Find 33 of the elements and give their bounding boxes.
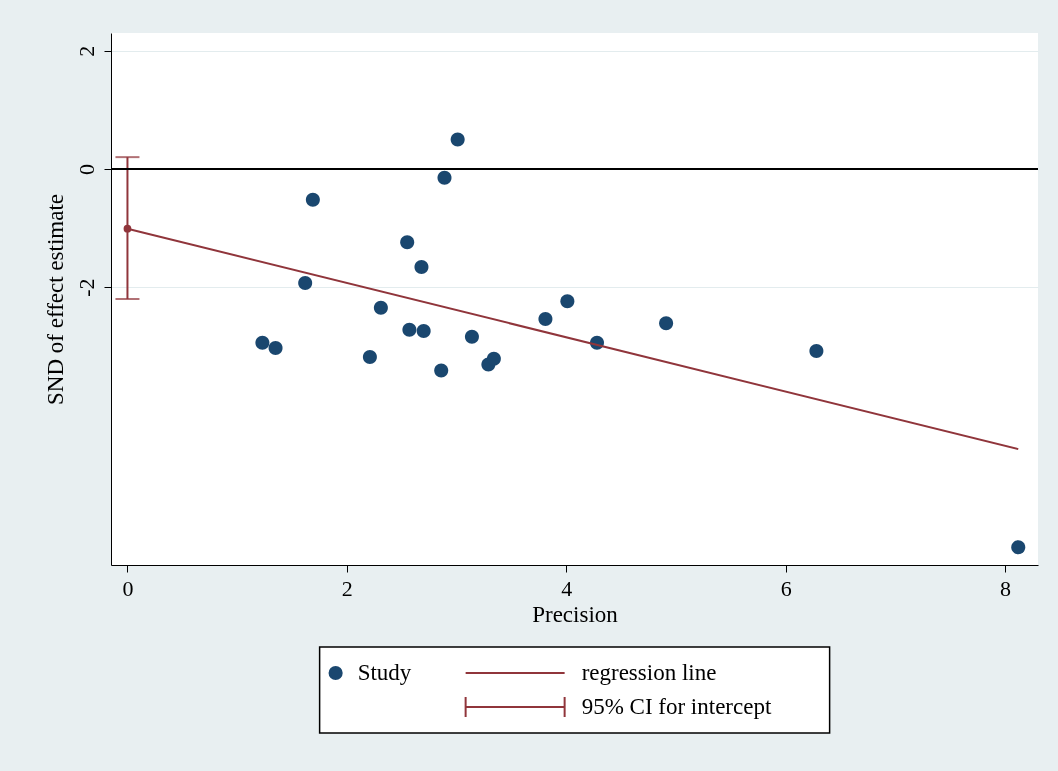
y-tick-label: 0	[73, 163, 99, 175]
point	[305, 192, 320, 207]
x-tick-label: 2	[341, 575, 353, 601]
legend-label: Study	[357, 660, 412, 685]
point	[809, 344, 824, 359]
x-tick-label: 8	[1000, 575, 1012, 601]
y-tick-label: 2	[73, 45, 99, 57]
x-tick-label: 6	[780, 575, 792, 601]
point	[414, 260, 429, 275]
y-axis-title: SND of effect estimate	[42, 194, 68, 405]
legend-label: 95% CI for intercept	[581, 694, 772, 719]
point	[464, 329, 479, 344]
point	[560, 294, 575, 309]
x-axis-title: Precision	[532, 601, 619, 627]
x-tick-label: 0	[122, 575, 134, 601]
point	[255, 335, 270, 350]
point	[298, 276, 313, 291]
point	[538, 312, 553, 327]
point	[373, 300, 388, 315]
point	[1011, 540, 1026, 555]
point	[268, 341, 283, 356]
point	[437, 170, 452, 185]
point	[659, 316, 674, 331]
x-tick-label: 4	[561, 575, 573, 601]
point	[400, 235, 415, 250]
point	[402, 322, 417, 337]
legend-label: regression line	[581, 660, 717, 685]
point	[486, 351, 501, 366]
point	[416, 323, 431, 338]
y-tick-label: -2	[73, 278, 99, 297]
point	[450, 132, 465, 147]
point	[362, 349, 377, 364]
point	[434, 363, 449, 378]
